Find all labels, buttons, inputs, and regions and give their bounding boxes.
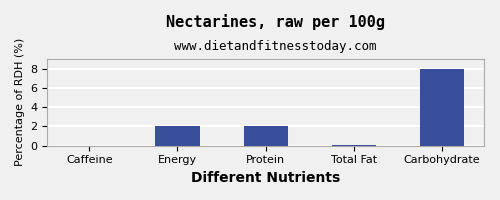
Bar [332, 145, 376, 146]
Bar [420, 69, 464, 146]
Y-axis label: Percentage of RDH (%): Percentage of RDH (%) [15, 38, 25, 166]
X-axis label: Different Nutrients: Different Nutrients [191, 171, 340, 185]
Text: www.dietandfitnesstoday.com: www.dietandfitnesstoday.com [174, 40, 376, 53]
Bar [244, 126, 288, 146]
Text: Nectarines, raw per 100g: Nectarines, raw per 100g [166, 14, 384, 30]
Bar [156, 126, 200, 146]
